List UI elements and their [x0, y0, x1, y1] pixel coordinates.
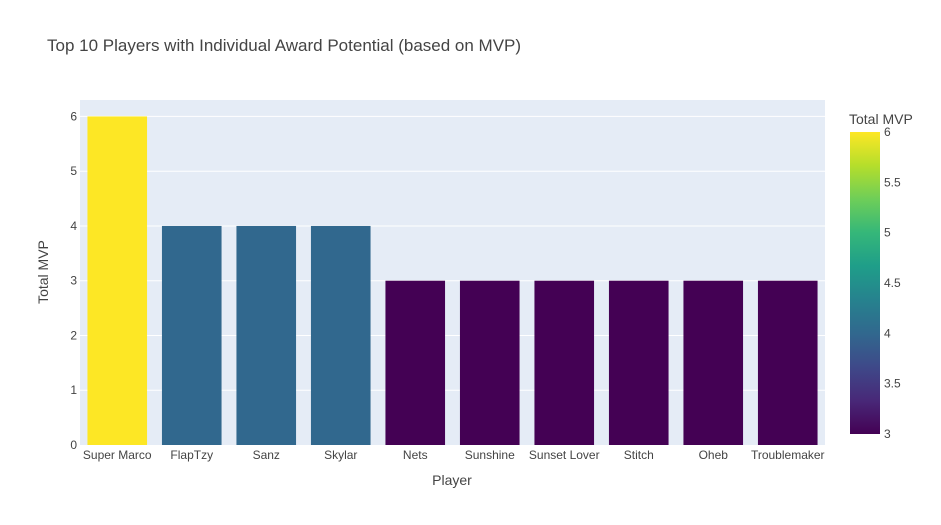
y-tick-label: 4 [70, 219, 77, 233]
bar [459, 280, 520, 445]
bar [757, 280, 818, 445]
colorbar-tick-label: 4 [884, 326, 891, 340]
colorbar-tick-label: 5 [884, 226, 891, 240]
y-tick-label: 2 [70, 328, 77, 342]
x-tick-label: Troublemaker [751, 448, 825, 462]
x-tick-label: Super Marco [83, 448, 152, 462]
x-axis-title: Player [432, 472, 472, 488]
y-axis-title: Total MVP [35, 240, 51, 304]
bar [161, 225, 222, 445]
colorbar-ticks: 3 3.5 4 4.5 5 5.5 6 [884, 125, 901, 441]
y-tick-label: 3 [70, 274, 77, 288]
y-tick-label: 0 [70, 438, 77, 452]
colorbar-tick-label: 4.5 [884, 276, 901, 290]
colorbar-tick-label: 3 [884, 427, 891, 441]
bar [534, 280, 595, 445]
colorbar-title: Total MVP [849, 111, 913, 127]
y-tick-label: 5 [70, 164, 77, 178]
bars [87, 116, 818, 445]
y-tick-label: 1 [70, 383, 77, 397]
bar [87, 116, 148, 445]
bar [236, 225, 297, 445]
colorbar-tick-label: 6 [884, 125, 891, 139]
colorbar-tick-label: 3.5 [884, 377, 901, 391]
x-tick-label: FlapTzy [170, 448, 213, 462]
x-tick-label: Skylar [324, 448, 357, 462]
bar [385, 280, 446, 445]
colorbar-gradient [850, 132, 880, 434]
colorbar-tick-label: 5.5 [884, 175, 901, 189]
y-axis-ticks: 0 1 2 3 4 5 6 [70, 109, 77, 452]
bar [608, 280, 669, 445]
bar [310, 225, 371, 445]
x-tick-label: Sunshine [465, 448, 515, 462]
x-tick-label: Sanz [253, 448, 280, 462]
y-tick-label: 6 [70, 109, 77, 123]
bar [683, 280, 744, 445]
x-tick-label: Sunset Lover [529, 448, 600, 462]
x-tick-label: Oheb [699, 448, 729, 462]
colorbar: Total MVP 3 3.5 4 4.5 5 5.5 6 [849, 111, 913, 441]
x-tick-label: Stitch [624, 448, 654, 462]
chart-title: Top 10 Players with Individual Award Pot… [47, 36, 521, 55]
x-tick-label: Nets [403, 448, 428, 462]
x-axis-ticks: Super Marco FlapTzy Sanz Skylar Nets Sunshine… [83, 448, 825, 462]
